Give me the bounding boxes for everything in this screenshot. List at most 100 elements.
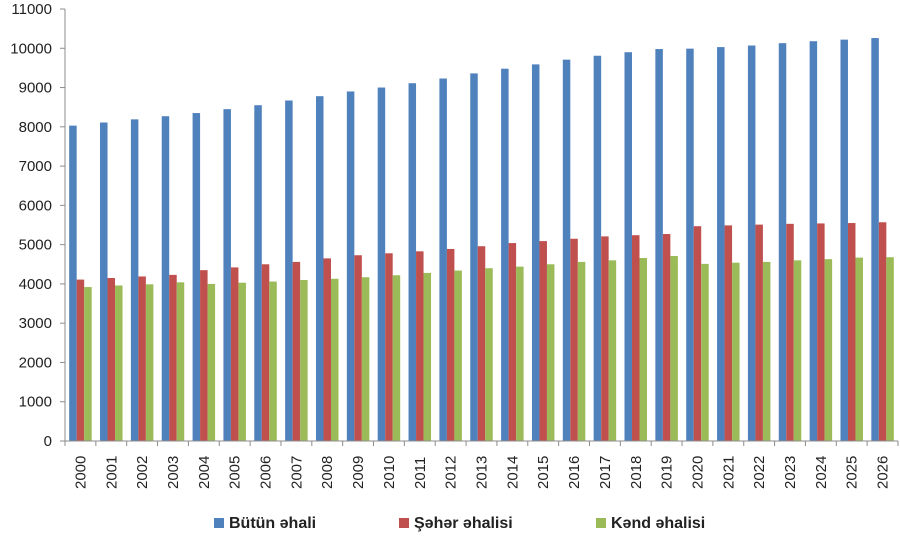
bar-urban-2023: [786, 223, 794, 441]
bar-rural-2020: [701, 263, 709, 441]
bar-total-2012: [439, 78, 447, 441]
bar-rural-2023: [793, 260, 802, 441]
bar-rural-2016: [577, 261, 586, 441]
bar-urban-2026: [878, 222, 887, 441]
bar-urban-2025: [847, 223, 856, 441]
x-tick-label: 2009: [350, 456, 367, 489]
bar-total-2013: [470, 73, 478, 441]
bar-total-2024: [809, 41, 818, 441]
bar-total-2007: [285, 100, 293, 441]
y-tick-label: 8000: [19, 119, 52, 136]
x-tick-label: 2003: [165, 456, 182, 489]
bar-urban-2000: [76, 279, 85, 441]
bar-rural-2019: [670, 256, 678, 441]
x-tick-label: 2010: [381, 456, 398, 489]
bar-urban-2005: [230, 267, 239, 441]
bar-total-2016: [562, 59, 571, 442]
x-tick-label: 2004: [196, 456, 213, 489]
bar-total-2010: [377, 87, 386, 441]
bar-total-2006: [254, 105, 262, 441]
y-tick-label: 4000: [19, 276, 52, 293]
bar-rural-2018: [639, 257, 648, 441]
bar-urban-2016: [570, 238, 578, 441]
bar-urban-2015: [539, 241, 547, 441]
bar-rural-2003: [176, 282, 185, 441]
bar-urban-2006: [261, 264, 270, 441]
x-tick-label: 2000: [72, 456, 89, 489]
bar-urban-2003: [169, 274, 177, 441]
bar-total-2017: [593, 55, 602, 441]
legend-swatch: [596, 518, 606, 528]
bar-rural-2025: [855, 257, 863, 441]
bar-total-2022: [747, 45, 756, 442]
bar-rural-2024: [824, 259, 833, 441]
bar-rural-2014: [516, 266, 524, 441]
bar-rural-2026: [886, 257, 894, 441]
legend-label: Bütün əhali: [229, 515, 316, 532]
y-tick-label: 10000: [10, 40, 52, 57]
bar-urban-2004: [200, 270, 208, 441]
y-axis-tick-labels: 0 1000 2000 3000 4000 5000 6000 7000 8000 9000 100…: [10, 1, 52, 450]
bar-rural-2021: [732, 262, 740, 441]
bar-urban-2014: [508, 243, 517, 441]
y-tick-label: 0: [44, 433, 52, 450]
chart-bars: [69, 38, 894, 442]
bar-total-2015: [531, 64, 540, 441]
x-tick-label: 2021: [720, 456, 737, 489]
x-tick-label: 2024: [813, 456, 830, 489]
bar-urban-2001: [107, 278, 116, 441]
bar-urban-2010: [385, 253, 393, 441]
bar-rural-2017: [608, 260, 617, 441]
bar-urban-2020: [693, 226, 702, 441]
bar-total-2014: [501, 68, 509, 441]
x-tick-label: 2019: [659, 456, 676, 489]
x-axis-tick-labels: 2000 2001 2002 2003 2004 2005 2006 2007 2008 2009…: [72, 456, 891, 489]
x-tick-label: 2025: [844, 456, 861, 489]
bar-urban-2024: [817, 223, 825, 441]
chart-legend: Bütün əhali Şəhər əhalisi Kənd əhalisi: [214, 515, 705, 532]
bar-total-2008: [315, 96, 324, 441]
x-tick-label: 2023: [782, 456, 799, 489]
legend-swatch: [399, 518, 409, 528]
bar-total-2020: [686, 48, 694, 441]
y-tick-label: 2000: [19, 354, 52, 371]
bar-total-2021: [717, 47, 725, 442]
x-tick-label: 2005: [227, 456, 244, 489]
bar-total-2026: [871, 38, 879, 441]
bar-total-2002: [130, 119, 139, 442]
bar-urban-2012: [446, 248, 455, 441]
y-tick-label: 7000: [19, 158, 52, 175]
x-tick-label: 2006: [258, 456, 275, 489]
legend-label: Şəhər əhalisi: [414, 515, 513, 532]
bar-total-2004: [192, 113, 201, 441]
bar-total-2011: [408, 83, 417, 441]
bar-rural-2022: [762, 261, 771, 441]
bar-rural-2006: [269, 281, 277, 441]
x-tick-label: 2007: [288, 456, 305, 489]
bar-total-2003: [161, 116, 170, 442]
bar-rural-2000: [84, 287, 92, 441]
y-tick-label: 5000: [19, 237, 52, 254]
legend-label: Kənd əhalisi: [611, 515, 705, 532]
bar-rural-2001: [115, 285, 123, 441]
bar-rural-2013: [485, 268, 493, 441]
x-tick-label: 2016: [566, 456, 583, 489]
bar-total-2001: [100, 122, 108, 442]
x-tick-label: 2013: [474, 456, 491, 489]
x-tick-label: 2001: [103, 456, 120, 489]
bar-total-2009: [346, 91, 355, 442]
bar-urban-2022: [755, 224, 763, 441]
bar-total-2019: [655, 49, 663, 442]
bar-rural-2012: [454, 270, 462, 441]
bar-urban-2021: [724, 225, 733, 441]
y-tick-label: 6000: [19, 197, 52, 214]
bar-urban-2007: [292, 261, 301, 441]
bar-rural-2008: [330, 278, 339, 441]
x-tick-label: 2015: [535, 456, 552, 489]
chart-axes: [60, 8, 899, 446]
bar-rural-2004: [207, 283, 216, 441]
bar-total-2000: [69, 125, 77, 441]
x-tick-label: 2011: [412, 457, 429, 489]
bar-rural-2009: [361, 277, 370, 441]
